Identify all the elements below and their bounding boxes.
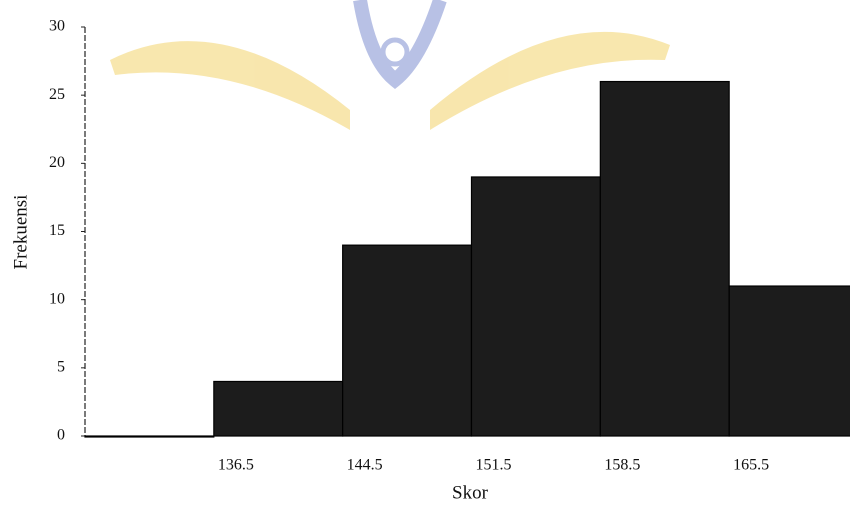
bar [85, 436, 214, 437]
y-tick-label: 0 [57, 427, 65, 444]
x-tick-label: 165.5 [733, 457, 769, 474]
y-tick-label: 25 [49, 86, 65, 103]
y-tick-label: 15 [49, 222, 65, 239]
watermark [110, 0, 670, 130]
x-tick-label: 144.5 [347, 457, 383, 474]
watermark-leaf [110, 41, 350, 130]
bar [343, 245, 472, 436]
x-tick-label: 151.5 [476, 457, 512, 474]
x-axis-title: Skor [452, 482, 489, 503]
y-axis-title: Frekuensi [10, 195, 31, 270]
bar [214, 381, 343, 436]
watermark-circle [383, 40, 407, 64]
y-tick-label: 30 [49, 18, 65, 35]
y-tick-label: 5 [57, 359, 65, 376]
bar [472, 177, 601, 436]
x-tick-label: 158.5 [604, 457, 640, 474]
y-tick-label: 20 [49, 154, 65, 171]
chart: Frekuensi Skor 0 5 10 15 20 25 30 136.5 144.5 151… [0, 0, 850, 508]
bar [729, 286, 850, 436]
bar [600, 82, 729, 436]
y-tick-label: 10 [49, 290, 65, 307]
x-tick-label: 136.5 [218, 457, 254, 474]
